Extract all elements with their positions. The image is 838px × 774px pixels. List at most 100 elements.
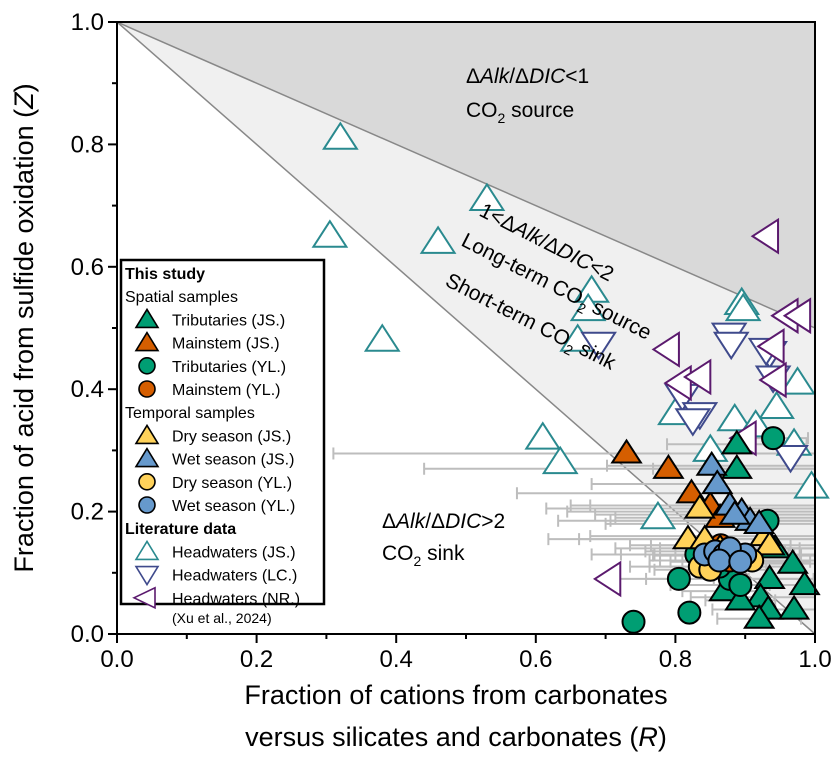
region-label-source: ΔAlk/ΔDIC<1 <box>466 65 589 88</box>
point-headwaters-lc <box>580 331 617 361</box>
legend-marker-wet-season-js <box>134 447 160 468</box>
legend-label-headwaters-nr: Headwaters (NR.) <box>172 591 300 608</box>
legend-label-mainstem-js: Mainstem (JS.) <box>172 336 280 353</box>
y-tick-label: 0.4 <box>71 376 104 403</box>
point-headwaters-lc <box>712 331 750 361</box>
legend-label-dry-season-yl: Dry season (YL.) <box>172 475 292 492</box>
label-part: DIC <box>529 65 566 88</box>
legend-marker-wet-season-yl <box>138 496 156 514</box>
y-tick-label: 0.8 <box>71 131 104 158</box>
label-part: >2 <box>481 510 505 533</box>
point-tributaries-js <box>777 594 811 620</box>
point-tributaries-yl <box>728 573 753 598</box>
point-tributaries-js <box>720 453 753 479</box>
point-headwaters-nr <box>682 358 712 396</box>
point-tributaries-js <box>788 570 821 596</box>
point-tributaries-js <box>743 603 776 629</box>
legend-label-wet-season-js: Wet season (JS.) <box>172 452 294 469</box>
legend-marker-dry-season-js <box>134 423 160 445</box>
label-part: /Δ <box>425 510 445 533</box>
point-headwaters-js <box>419 225 457 254</box>
point-headwaters-js <box>716 402 754 432</box>
point-mainstem-js <box>610 438 643 464</box>
x-axis-label-line1: Fraction of cations from carbonates <box>244 680 667 710</box>
point-headwaters-js <box>322 121 359 150</box>
legend-label-wet-season-yl: Wet season (YL.) <box>172 498 295 515</box>
point-headwaters-nr <box>756 328 785 365</box>
legend-label-mainstem-yl: Mainstem (YL.) <box>172 382 280 399</box>
legend-citation: (Xu et al., 2024) <box>172 610 272 626</box>
x-tick-label: 0.0 <box>100 646 133 673</box>
legend-marker-mainstem-yl <box>138 380 156 398</box>
x-tick-label: 0.8 <box>659 646 692 673</box>
y-tick-label: 0.6 <box>71 254 104 281</box>
point-wet-season-js <box>718 499 751 525</box>
label-part: Fraction of acid from sulfide oxidation … <box>9 109 39 573</box>
point-headwaters-js <box>311 219 349 248</box>
label-part: Δ <box>466 65 480 88</box>
point-headwaters-nr <box>782 297 812 335</box>
label-part: Alk <box>394 510 427 533</box>
label-part: versus silicates and carbonates ( <box>245 722 638 752</box>
point-headwaters-lc <box>772 445 809 474</box>
label-part: CO <box>466 99 498 122</box>
label-part: CO <box>382 542 414 565</box>
point-headwaters-js <box>779 366 816 395</box>
legend-marker-mainstem-js <box>134 331 160 352</box>
point-wet-season-js <box>743 508 776 534</box>
label-part: /Δ <box>509 65 529 88</box>
point-headwaters-nr <box>750 217 780 255</box>
legend-marker-headwaters-nr <box>132 586 156 610</box>
point-tributaries-yl <box>666 566 691 591</box>
point-mainstem-js <box>652 453 685 479</box>
point-headwaters-nr <box>758 361 787 399</box>
point-tributaries-yl <box>761 426 786 451</box>
point-headwaters-nr <box>663 364 692 402</box>
legend-label-headwaters-lc: Headwaters (LC.) <box>172 568 297 585</box>
point-headwaters-js <box>724 292 762 322</box>
boundary-line-2 <box>116 21 816 635</box>
point-tributaries-js <box>724 585 757 611</box>
label-part: Alk <box>478 65 511 88</box>
subscript: 2 <box>498 110 506 126</box>
point-dry-season-js <box>683 493 716 519</box>
point-headwaters-js <box>569 292 607 322</box>
point-headwaters-js <box>468 182 506 211</box>
point-wet-season-js <box>695 450 728 476</box>
point-headwaters-js <box>639 500 677 530</box>
y-axis-label: Fraction of acid from sulfide oxidation … <box>9 83 39 572</box>
label-part: DIC <box>445 510 482 533</box>
legend-heading-literature: Literature data <box>125 521 236 538</box>
label-part: <1 <box>565 65 589 88</box>
label-part: R <box>638 722 658 752</box>
point-headwaters-js <box>363 323 401 352</box>
label-part: Δ <box>382 510 396 533</box>
subscript: 2 <box>414 553 422 569</box>
point-headwaters-js <box>758 390 795 420</box>
label-part: source <box>505 99 574 122</box>
label-part: Z <box>9 91 39 110</box>
point-dry-season-js <box>753 530 786 556</box>
legend-subheading-temporal: Temporal samples <box>125 405 255 422</box>
region-label-source-co2: CO2 source <box>466 99 574 126</box>
y-tick-label: 1.0 <box>71 9 104 36</box>
region-label-sink: ΔAlk/ΔDIC>2 <box>382 510 505 533</box>
point-wet-season-yl <box>728 549 753 574</box>
x-tick-label: 0.2 <box>240 646 273 673</box>
point-tributaries-js <box>776 548 809 574</box>
point-tributaries-js <box>720 429 753 455</box>
point-wet-season-yl <box>707 548 732 573</box>
point-wet-season-js <box>701 469 734 495</box>
legend-subheading-spatial: Spatial samples <box>125 289 238 306</box>
legend-heading-this-study: This study <box>125 266 205 283</box>
legend-label-headwaters-js: Headwaters (JS.) <box>172 544 296 561</box>
legend-marker-headwaters-js <box>134 539 160 561</box>
x-axis-label-line2: versus silicates and carbonates (R) <box>245 722 667 752</box>
point-headwaters-nr <box>592 560 622 598</box>
boundary-line-1 <box>116 21 816 329</box>
legend-marker-tributaries-js <box>134 307 160 329</box>
legend-marker-dry-season-yl <box>138 472 156 491</box>
legend-marker-headwaters-lc <box>134 565 160 587</box>
x-tick-label: 0.6 <box>519 646 552 673</box>
